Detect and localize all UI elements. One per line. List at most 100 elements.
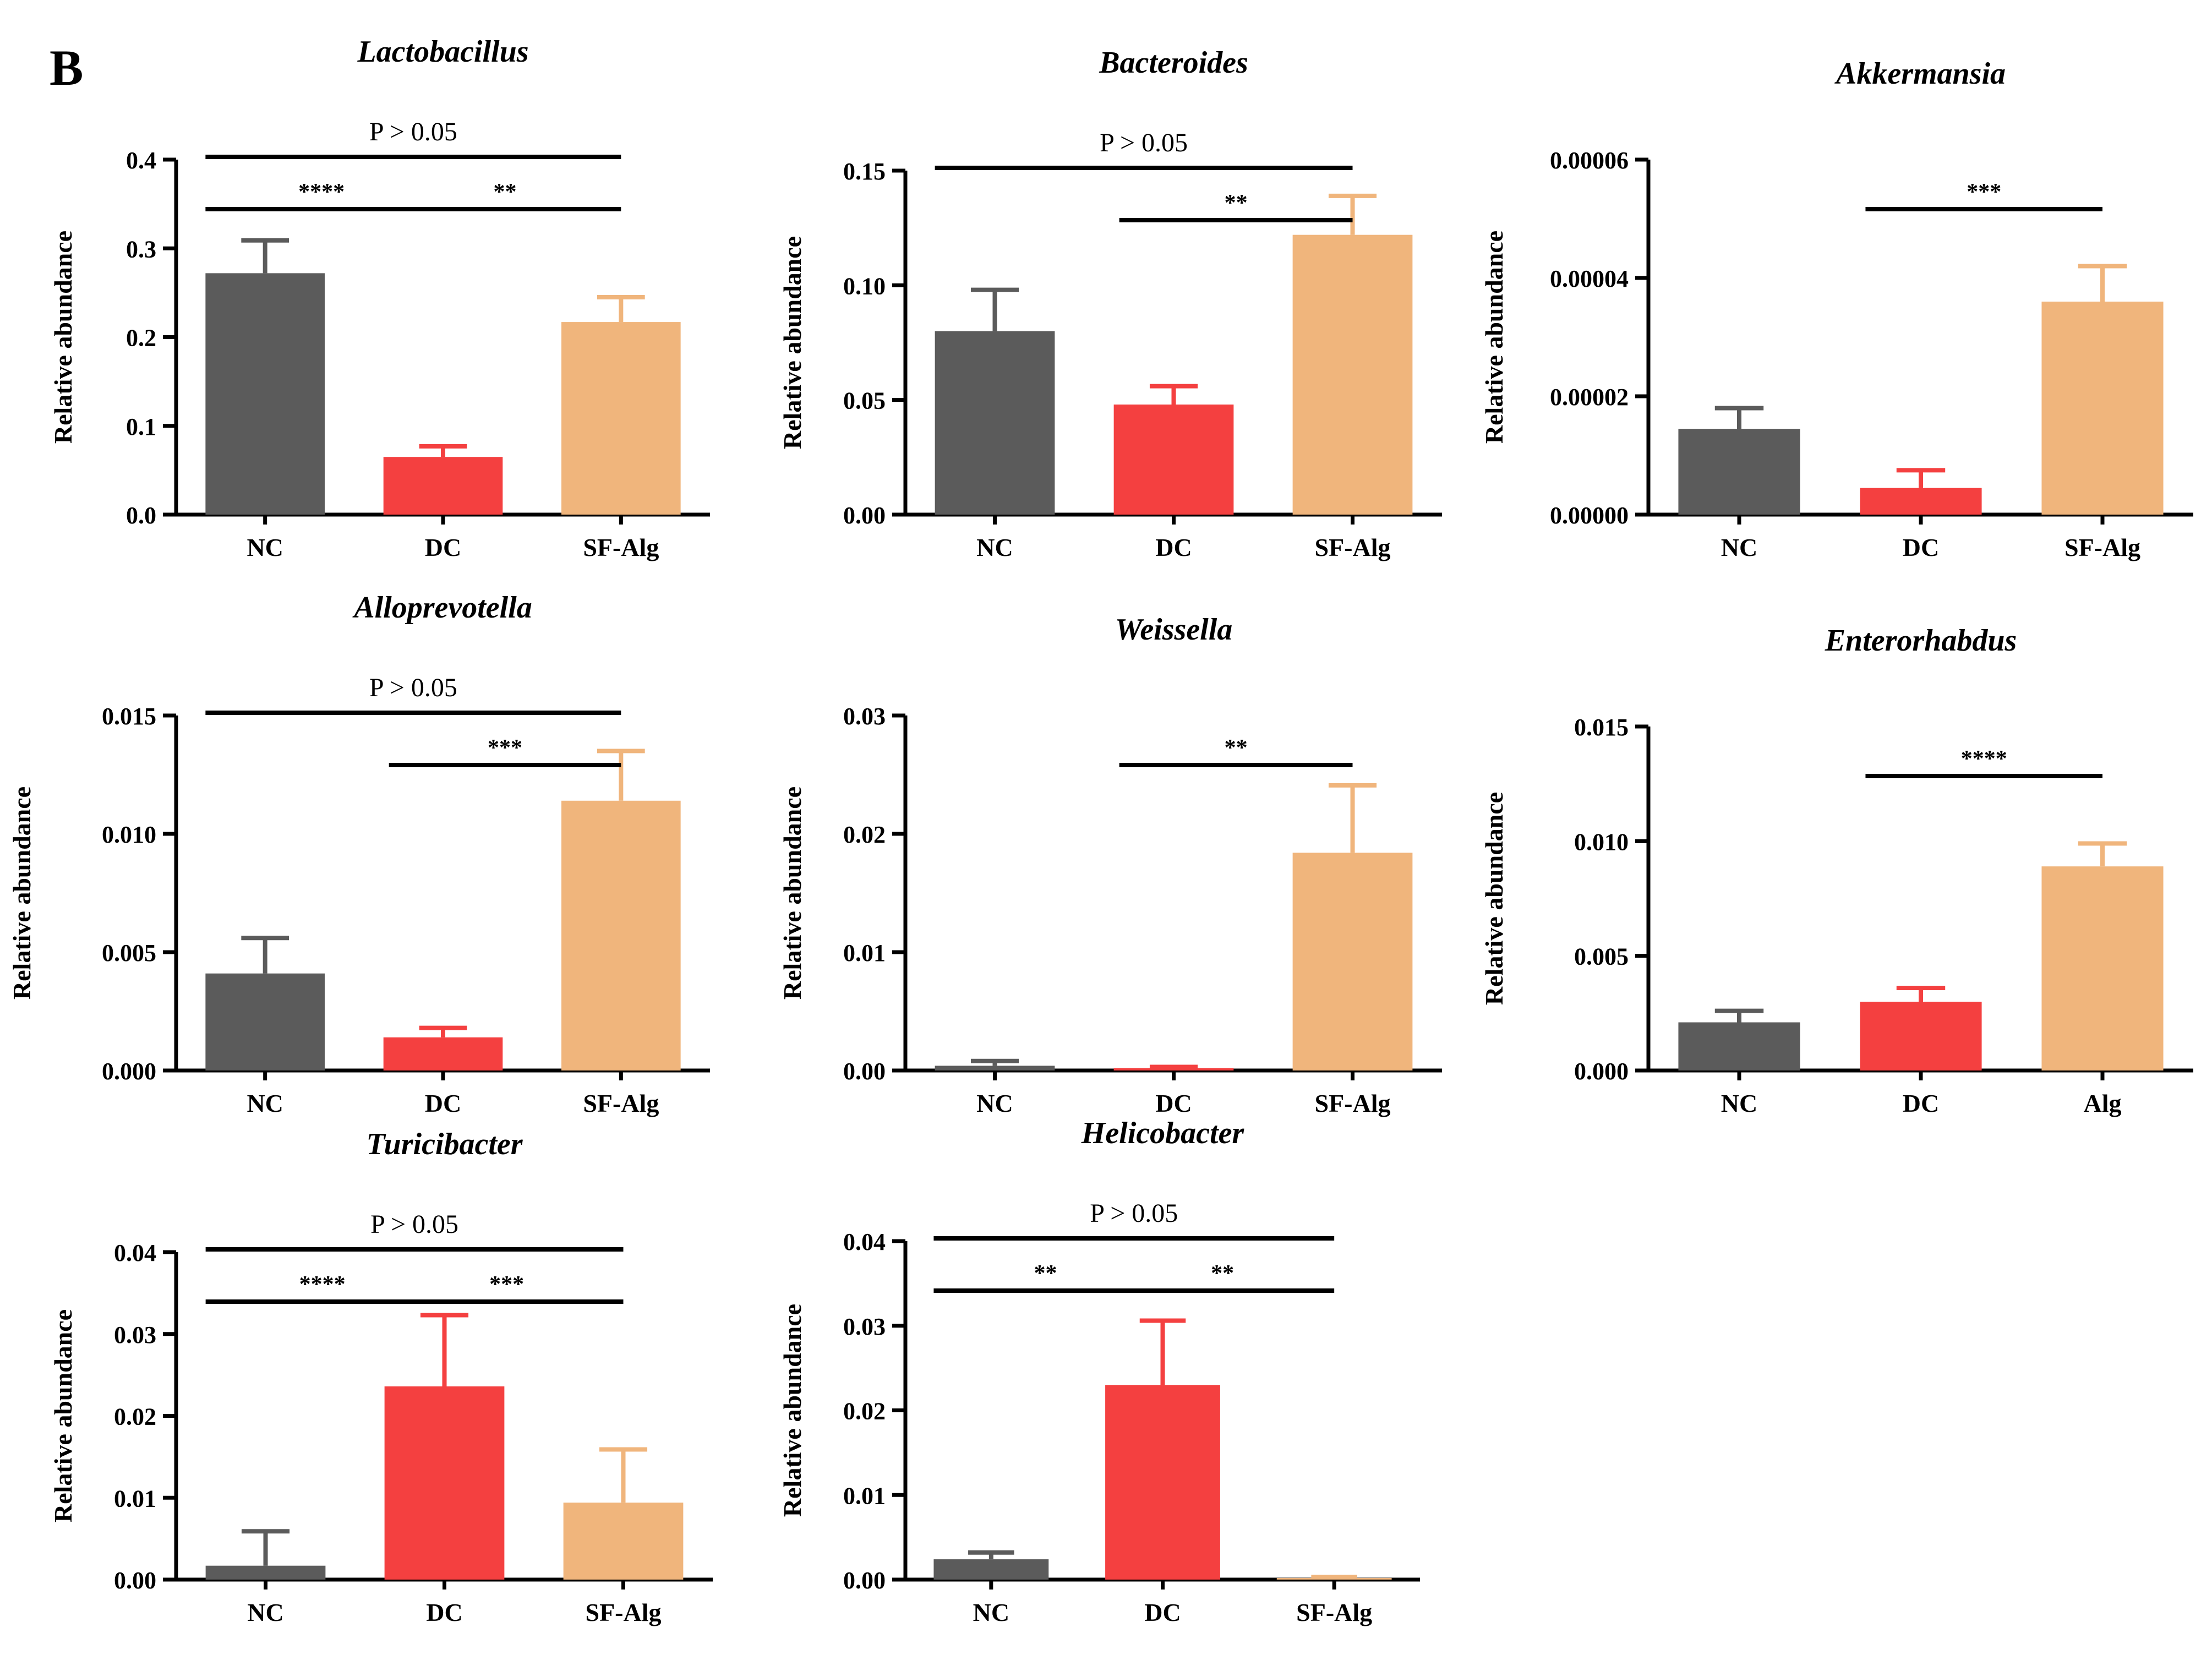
chart-title: Bacteroides [1099, 46, 1248, 80]
chart-panel-weissella: Weissella 0.00 0.01 0.02 0.03 Relative abunda… [778, 613, 1442, 1117]
y-tick-label: 0.00 [114, 1567, 156, 1594]
chart-title: Helicobacter [1081, 1116, 1245, 1150]
bar-nc [935, 331, 1055, 515]
x-tick-label: DC [426, 1598, 462, 1626]
y-axis-title: Relative abundance [49, 231, 77, 444]
x-tick-label: DC [425, 1089, 461, 1117]
bar-sf-alg [561, 322, 681, 515]
bar-dc [384, 1386, 505, 1580]
bar-nc [933, 1559, 1049, 1580]
y-tick-label: 0.00004 [1550, 265, 1629, 292]
y-tick-label: 0.00000 [1550, 502, 1629, 529]
x-tick-label: DC [1155, 1089, 1192, 1117]
significance-label: ** [494, 179, 517, 205]
y-tick-label: 0.005 [102, 940, 156, 966]
significance-label: P > 0.05 [1100, 128, 1188, 157]
y-tick-label: 0.0 [126, 502, 156, 529]
x-tick-label: NC [247, 1598, 283, 1626]
bar-dc [1860, 488, 1982, 515]
significance-label: P > 0.05 [369, 673, 457, 702]
x-tick-label: SF-Alg [1315, 1089, 1391, 1117]
x-tick-label: SF-Alg [2064, 533, 2140, 561]
significance-label: P > 0.05 [369, 117, 457, 146]
y-tick-label: 0.15 [843, 158, 886, 185]
y-axis-title: Relative abundance [8, 786, 36, 999]
significance-label: *** [488, 735, 522, 761]
y-tick-label: 0.01 [843, 940, 886, 966]
bar-dc [1105, 1385, 1220, 1580]
significance-label: **** [299, 1272, 346, 1297]
y-tick-label: 0.000 [1574, 1058, 1629, 1085]
chart-panel-turicibacter: Turicibacter 0.00 0.01 0.02 0.03 0.04 Relative… [49, 1127, 713, 1626]
y-tick-label: 0.02 [843, 1398, 886, 1425]
y-tick-label: 0.02 [114, 1403, 156, 1430]
chart-title: Lactobacillus [357, 35, 528, 69]
significance-label: ** [1225, 190, 1248, 216]
bar-sf-alg [563, 1503, 684, 1580]
y-axis-title: Relative abundance [1480, 231, 1508, 444]
y-tick-label: 0.03 [843, 1313, 886, 1340]
x-tick-label: DC [1144, 1598, 1181, 1626]
y-tick-label: 0.3 [126, 236, 156, 263]
y-axis-title: Relative abundance [49, 1309, 77, 1522]
y-tick-label: 0.005 [1574, 943, 1629, 970]
chart-title: Akkermansia [1834, 57, 2006, 91]
x-tick-label: DC [1903, 1089, 1939, 1117]
y-tick-label: 0.010 [102, 821, 156, 848]
y-tick-label: 0.4 [126, 147, 156, 174]
y-tick-label: 0.00 [843, 1058, 886, 1085]
x-tick-label: DC [1155, 533, 1192, 561]
bar-dc [1860, 1002, 1982, 1070]
y-tick-label: 0.01 [114, 1485, 156, 1512]
y-axis-title: Relative abundance [778, 1304, 806, 1517]
bar-nc [205, 273, 325, 515]
x-tick-label: DC [425, 533, 461, 561]
significance-label: **** [298, 179, 345, 205]
significance-label: **** [1961, 746, 2007, 772]
y-tick-label: 0.00006 [1550, 147, 1629, 174]
bar-dc [1113, 1068, 1234, 1070]
chart-title: Weissella [1115, 613, 1233, 647]
y-tick-label: 0.03 [843, 703, 886, 730]
y-tick-label: 0.00 [843, 1567, 886, 1594]
x-tick-label: DC [1903, 533, 1939, 561]
y-axis-title: Relative abundance [1480, 792, 1508, 1005]
x-tick-label: NC [973, 1598, 1009, 1626]
significance-label: ** [1225, 735, 1248, 761]
chart-title: Turicibacter [366, 1127, 523, 1161]
bar-nc [205, 973, 325, 1070]
bar-nc [1678, 1022, 1800, 1070]
y-axis-title: Relative abundance [778, 786, 806, 999]
bar-sf-alg [1292, 234, 1413, 515]
y-tick-label: 0.010 [1574, 828, 1629, 855]
bar-dc [383, 1037, 503, 1070]
y-axis-title: Relative abundance [778, 236, 806, 449]
y-tick-label: 0.04 [843, 1228, 886, 1255]
bar-nc [935, 1066, 1055, 1070]
x-tick-label: SF-Alg [583, 533, 659, 561]
y-tick-label: 0.015 [102, 703, 156, 730]
y-tick-label: 0.2 [126, 325, 156, 352]
bar-sf-alg [561, 800, 681, 1070]
x-tick-label: SF-Alg [583, 1089, 659, 1117]
significance-label: P > 0.05 [1090, 1199, 1178, 1228]
x-tick-label: NC [1721, 533, 1757, 561]
chart-panel-lactobacillus: Lactobacillus 0.0 0.1 0.2 0.3 0.4 Relative abu… [49, 35, 710, 561]
y-tick-label: 0.1 [126, 413, 156, 440]
y-tick-label: 0.02 [843, 821, 886, 848]
significance-label: ** [1034, 1261, 1057, 1286]
chart-title: Enterorhabdus [1825, 624, 2017, 658]
chart-title: Alloprevotella [352, 591, 532, 625]
bar-dc [1113, 405, 1234, 515]
x-tick-label: NC [247, 533, 283, 561]
figure-panel-label: B [50, 40, 84, 96]
x-tick-label: NC [1721, 1089, 1757, 1117]
x-tick-label: SF-Alg [586, 1598, 662, 1626]
x-tick-label: Alg [2084, 1089, 2122, 1117]
y-tick-label: 0.05 [843, 387, 886, 414]
x-tick-label: NC [976, 533, 1013, 561]
chart-panel-akkermansia: Akkermansia 0.00000 0.00002 0.00004 0.00006 R… [1480, 57, 2193, 561]
bar-alg [2041, 866, 2164, 1070]
x-tick-label: NC [976, 1089, 1013, 1117]
